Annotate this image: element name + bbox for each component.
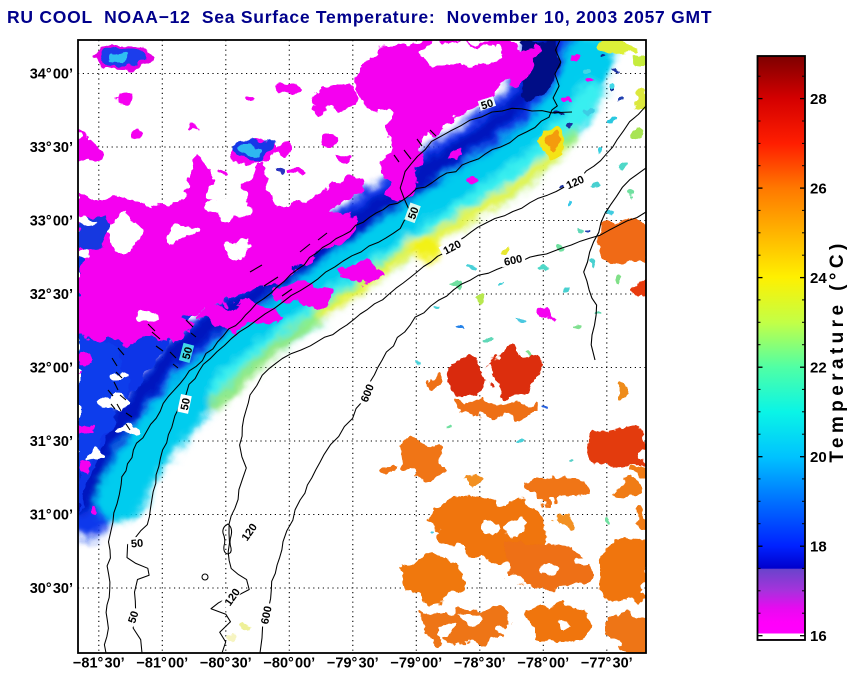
svg-text:30° 30’: 30° 30’ — [30, 581, 73, 597]
svg-text:16: 16 — [810, 628, 827, 645]
svg-text:32° 00’: 32° 00’ — [30, 361, 73, 377]
svg-text:50: 50 — [406, 206, 421, 222]
svg-text:50: 50 — [130, 537, 143, 550]
svg-text:−80° 00’: −80° 00’ — [263, 656, 315, 672]
svg-text:600: 600 — [503, 253, 523, 269]
svg-text:31° 30’: 31° 30’ — [30, 434, 73, 450]
svg-text:RU COOL NOAA−12 Sea Surface: RU COOL NOAA−12 Sea Surface Temperature:… — [7, 7, 712, 27]
svg-text:−81° 30’: −81° 30’ — [73, 656, 125, 672]
svg-text:20: 20 — [810, 449, 827, 466]
svg-text:24: 24 — [810, 270, 827, 287]
svg-text:−77° 30’: −77° 30’ — [581, 656, 633, 672]
svg-text:28: 28 — [810, 91, 827, 108]
svg-text:50: 50 — [181, 346, 196, 361]
svg-text:34° 00’: 34° 00’ — [30, 67, 73, 83]
svg-text:−78° 30’: −78° 30’ — [454, 656, 506, 672]
svg-text:−78° 00’: −78° 00’ — [517, 656, 569, 672]
svg-text:32° 30’: 32° 30’ — [30, 287, 73, 303]
svg-text:50: 50 — [480, 97, 495, 112]
svg-text:50: 50 — [126, 610, 141, 625]
svg-text:−79° 30’: −79° 30’ — [327, 656, 379, 672]
svg-text:33° 30’: 33° 30’ — [30, 140, 73, 156]
svg-text:18: 18 — [810, 539, 827, 556]
svg-text:22: 22 — [810, 360, 827, 377]
svg-text:−81° 00’: −81° 00’ — [136, 656, 188, 672]
svg-text:31° 00’: 31° 00’ — [30, 508, 73, 524]
svg-text:−80° 30’: −80° 30’ — [200, 656, 252, 672]
svg-text:50: 50 — [179, 397, 193, 411]
svg-text:26: 26 — [810, 181, 827, 198]
svg-text:33° 00’: 33° 00’ — [30, 214, 73, 230]
svg-text:600: 600 — [259, 605, 275, 625]
svg-text:Temperature (°C): Temperature (°C) — [827, 239, 848, 462]
svg-text:−79° 00’: −79° 00’ — [390, 656, 442, 672]
